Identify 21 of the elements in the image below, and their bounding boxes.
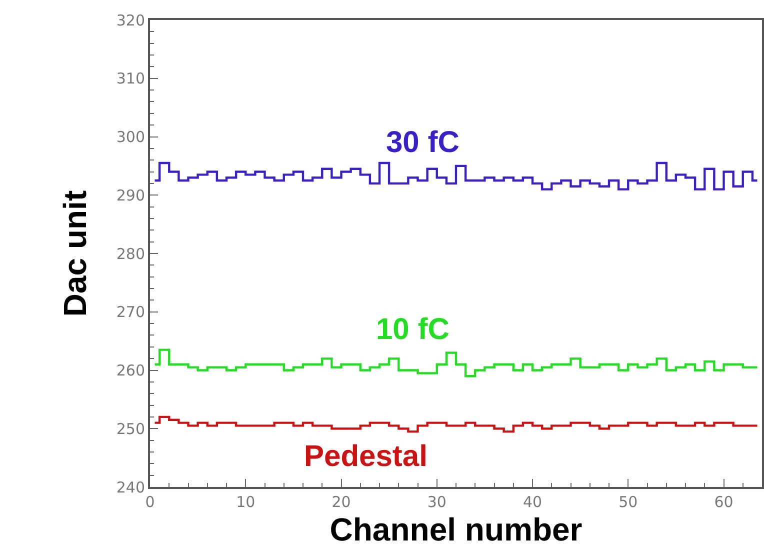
- y-axis-title: Dac unit: [57, 190, 94, 317]
- y-tick-label: 270: [116, 303, 145, 322]
- x-tick-label: 20: [332, 493, 351, 511]
- y-tick-label: 300: [116, 128, 145, 146]
- x-tick-label: 30: [427, 493, 446, 511]
- x-tick-label: 40: [522, 493, 542, 511]
- y-tick-label: 310: [116, 70, 145, 88]
- x-tick-label: 10: [236, 493, 256, 511]
- series-label: 10 fC: [376, 313, 450, 346]
- x-tick-label: 60: [714, 493, 734, 511]
- y-tick-label: 240: [116, 478, 145, 496]
- series-label: 30 fC: [386, 126, 460, 159]
- series-label: Pedestal: [304, 440, 428, 473]
- x-tick-label: 0: [145, 493, 155, 511]
- y-tick-label: 320: [116, 11, 145, 30]
- y-tick-label: 250: [116, 420, 145, 438]
- y-tick-label: 290: [116, 186, 145, 204]
- x-axis-title: Channel number: [330, 511, 582, 548]
- y-tick-label: 280: [116, 244, 145, 263]
- x-tick-label: 50: [618, 493, 638, 511]
- y-tick-label: 260: [116, 362, 145, 380]
